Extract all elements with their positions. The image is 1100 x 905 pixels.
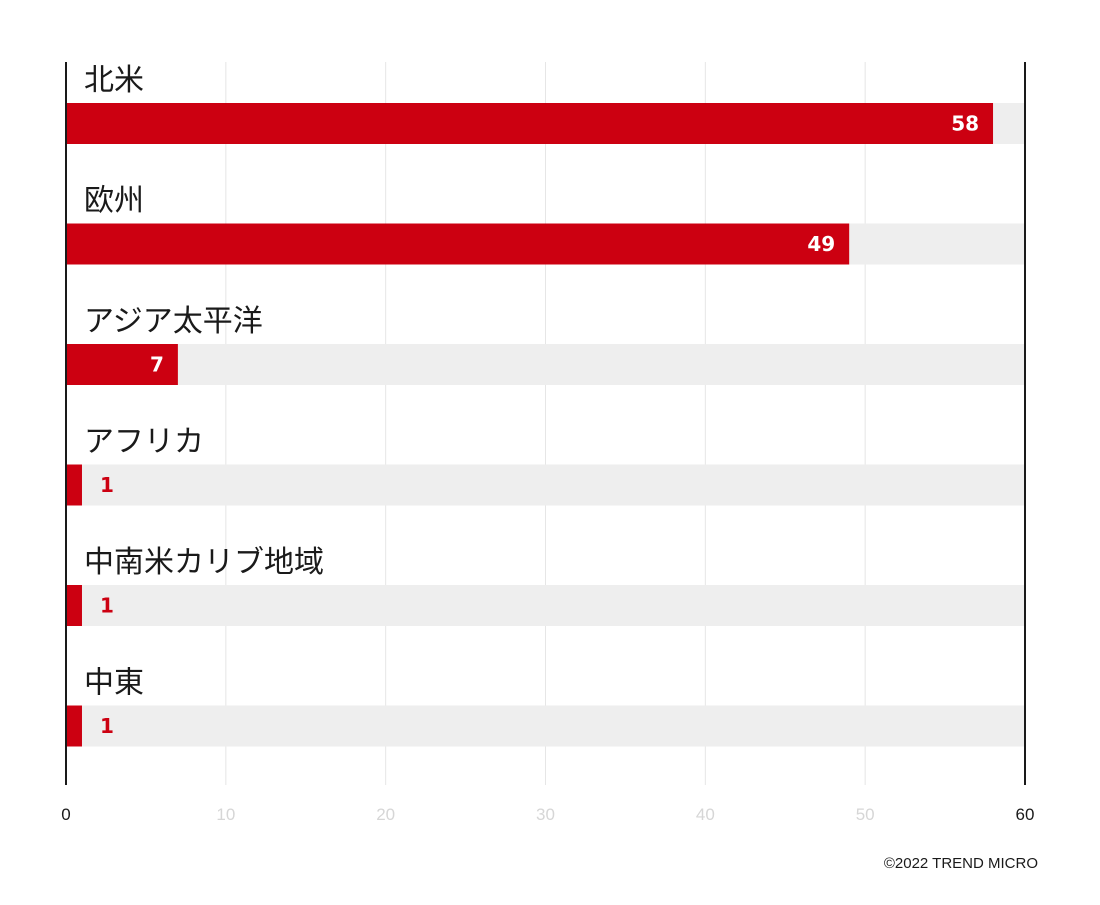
x-tick-label: 40	[696, 805, 715, 824]
bar-track	[66, 585, 1025, 626]
data-label: 1	[100, 714, 114, 738]
bar	[66, 103, 994, 144]
x-tick-label: 0	[61, 805, 70, 824]
bar-row: アフリカ 1	[66, 425, 1025, 506]
x-axis-ticks: 0 10 20 30 40 50 60	[61, 805, 1034, 824]
category-label: 中南米カリブ地域	[84, 545, 324, 580]
x-tick-label: 10	[216, 805, 235, 824]
copyright-credit: ©2022 TREND MICRO	[884, 855, 1038, 872]
bar-track	[66, 705, 1025, 747]
data-label: 49	[807, 232, 835, 256]
data-label: 1	[100, 594, 114, 618]
bar-track	[66, 464, 1025, 506]
bar	[66, 464, 82, 506]
bar-row: 中東 1	[66, 666, 1025, 747]
category-label: 北米	[84, 63, 144, 98]
bars: 北米 58 欧州 49 アジア太平洋 7 アフリカ 1 中南米カリブ地域 1 中東 1	[66, 63, 1025, 747]
bar-row: 中南米カリブ地域 1	[66, 545, 1025, 626]
bar	[66, 585, 82, 626]
category-label: アフリカ	[84, 425, 204, 460]
category-label: アジア太平洋	[84, 304, 263, 339]
bar-row: 北米 58	[66, 63, 1025, 144]
bar	[66, 705, 82, 747]
bar-track	[66, 344, 1025, 385]
bar	[66, 344, 178, 385]
x-tick-label: 50	[856, 805, 875, 824]
axes	[65, 62, 1026, 785]
data-label: 58	[951, 112, 979, 136]
bar-row: アジア太平洋 7	[66, 304, 1025, 385]
x-tick-label: 20	[376, 805, 395, 824]
bar	[66, 223, 850, 265]
bar-row: 欧州 49	[66, 184, 1025, 265]
x-tick-label: 30	[536, 805, 555, 824]
category-label: 中東	[84, 666, 144, 701]
x-tick-label: 60	[1016, 805, 1035, 824]
data-label: 7	[150, 353, 164, 377]
data-label: 1	[100, 473, 114, 497]
category-label: 欧州	[84, 184, 144, 219]
gridlines	[225, 62, 866, 785]
